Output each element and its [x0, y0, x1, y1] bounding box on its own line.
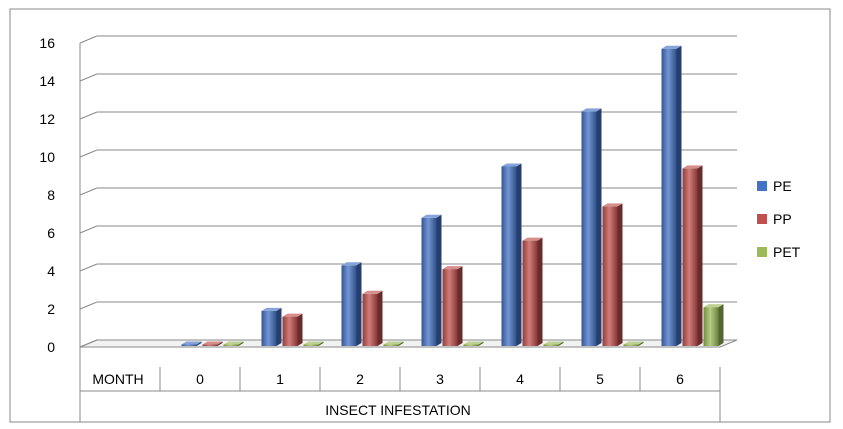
- legend-label: PE: [773, 178, 792, 194]
- bar-pp-3: [442, 266, 463, 346]
- bar-pet-0: [223, 341, 244, 346]
- legend-item-pet: PET: [757, 244, 801, 260]
- bar-pet-6: [703, 304, 724, 346]
- gridline-side: [79, 111, 98, 120]
- bar-pet-2: [383, 341, 404, 346]
- bar-pe-5: [581, 108, 602, 347]
- gridline-side: [79, 263, 98, 272]
- bar-pe-0: [181, 341, 202, 346]
- bar-pp-2: [362, 290, 383, 346]
- y-tick-label: 8: [47, 187, 55, 203]
- bar-pe-6: [661, 45, 682, 346]
- chart-frame: [9, 8, 831, 423]
- legend-label: PET: [773, 244, 801, 260]
- bar-pe-3: [421, 214, 442, 346]
- bar-pe-2: [341, 262, 362, 346]
- bar-pet-1: [303, 341, 324, 346]
- y-tick-label: 10: [39, 149, 55, 165]
- bar-pp-6: [682, 165, 703, 346]
- gridline-side: [79, 339, 98, 348]
- gridline-side: [79, 301, 98, 310]
- legend-swatch: [757, 214, 767, 224]
- gridline-side: [79, 73, 98, 82]
- bar-pp-0: [202, 341, 223, 346]
- gridline-side: [79, 35, 98, 44]
- x-tick-label: 3: [436, 371, 444, 387]
- y-tick-label: 16: [39, 35, 55, 51]
- y-tick-label: 6: [47, 225, 55, 241]
- x-axis-title: INSECT INFESTATION: [325, 402, 470, 418]
- legend-label: PP: [773, 211, 792, 227]
- x-tick-label: 0: [196, 371, 204, 387]
- y-tick-label: 0: [47, 339, 55, 355]
- bar-pet-4: [543, 341, 564, 346]
- x-tick-label: 4: [516, 371, 524, 387]
- x-tick-label: 2: [356, 371, 364, 387]
- table-row-header: MONTH: [92, 371, 143, 387]
- legend-item-pp: PP: [757, 211, 792, 227]
- y-tick-label: 2: [47, 301, 55, 317]
- bar-pet-5: [623, 341, 644, 346]
- x-tick-label: 5: [596, 371, 604, 387]
- gridline-side: [79, 187, 98, 196]
- bar-pe-4: [501, 163, 522, 346]
- y-tick-label: 14: [39, 73, 55, 89]
- bar-pe-1: [261, 307, 282, 346]
- bar-pp-1: [282, 313, 303, 346]
- bar-pp-5: [602, 203, 623, 346]
- gridline-side: [79, 225, 98, 234]
- y-tick-label: 12: [39, 111, 55, 127]
- x-tick-label: 1: [276, 371, 284, 387]
- legend-swatch: [757, 247, 767, 257]
- gridline-side: [79, 149, 98, 158]
- legend-swatch: [757, 181, 767, 191]
- bar-pp-4: [522, 237, 543, 346]
- legend-item-pe: PE: [757, 178, 792, 194]
- bar-pet-3: [463, 341, 484, 346]
- x-tick-label: 6: [676, 371, 684, 387]
- y-tick-label: 4: [47, 263, 55, 279]
